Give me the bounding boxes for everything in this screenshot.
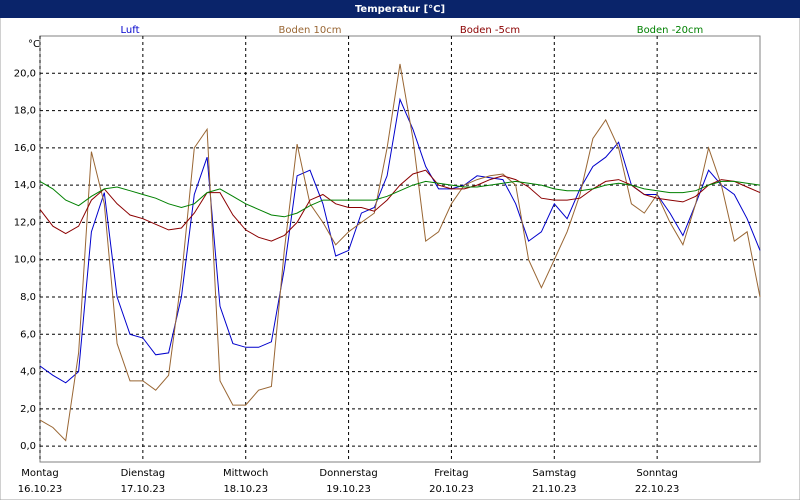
series-line (39, 63, 761, 442)
y-tick-label: 18,0 (14, 106, 36, 117)
y-tick-label: 10,0 (14, 255, 36, 266)
x-tick-label: Samstag (532, 468, 576, 479)
legend-entry: Luft (121, 25, 140, 36)
chart-title: Temperatur [°C] (355, 4, 445, 15)
x-tick-date: 16.10.23 (18, 484, 63, 495)
title-bar (0, 0, 800, 18)
legend-entry: Boden -20cm (637, 25, 704, 36)
x-tick-date: 19.10.23 (326, 484, 371, 495)
legend-entry: Boden -5cm (460, 25, 520, 36)
legend-entry: Boden 10cm (279, 25, 342, 36)
y-unit: °C (28, 39, 40, 50)
x-tick-date: 20.10.23 (429, 484, 474, 495)
y-tick-label: 20,0 (14, 68, 36, 79)
x-tick-date: 21.10.23 (532, 484, 577, 495)
x-tick-label: Donnerstag (319, 468, 377, 479)
y-tick-label: 6,0 (20, 329, 36, 340)
y-tick-label: 16,0 (14, 143, 36, 154)
y-tick-label: 14,0 (14, 180, 36, 191)
y-tick-label: 0,0 (20, 441, 36, 452)
x-tick-label: Sonntag (636, 468, 678, 479)
x-tick-date: 22.10.23 (635, 484, 680, 495)
x-tick-label: Freitag (434, 468, 468, 479)
y-tick-label: 4,0 (20, 367, 36, 378)
y-tick-label: 2,0 (20, 404, 36, 415)
x-tick-label: Montag (21, 468, 58, 479)
series-line (39, 169, 761, 242)
x-tick-label: Mittwoch (223, 468, 268, 479)
series-line (39, 180, 761, 218)
y-tick-label: 8,0 (20, 292, 36, 303)
x-tick-date: 18.10.23 (223, 484, 268, 495)
x-tick-label: Dienstag (121, 468, 166, 479)
x-tick-date: 17.10.23 (121, 484, 166, 495)
y-tick-label: 12,0 (14, 217, 36, 228)
